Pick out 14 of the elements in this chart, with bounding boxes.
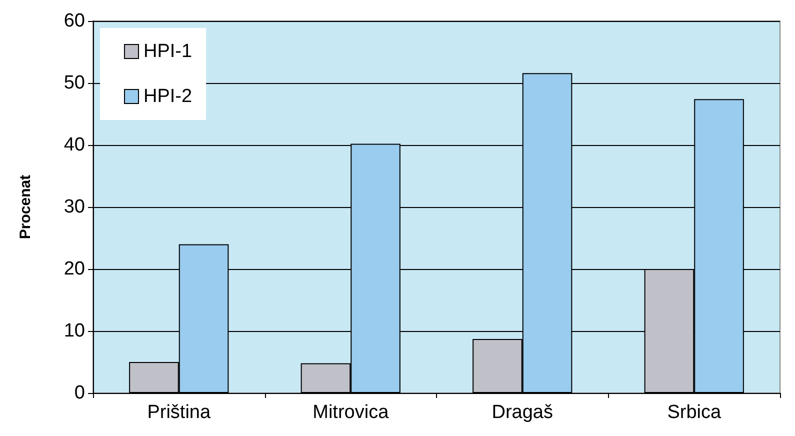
- y-tick-label: 0: [74, 382, 85, 404]
- y-tick-label: 20: [64, 258, 85, 280]
- y-tick-label: 60: [64, 10, 85, 32]
- x-tick-label: Priština: [147, 402, 211, 423]
- x-tick-label: Mitrovica: [312, 402, 390, 423]
- y-tick-label: 50: [64, 72, 85, 94]
- x-tick-label: Srbica: [667, 402, 722, 423]
- y-axis-title: Procenat: [17, 174, 34, 240]
- legend-label: HPI-1: [144, 41, 192, 62]
- y-tick-label: 30: [64, 196, 85, 218]
- x-tick-label: Dragaš: [492, 402, 553, 423]
- y-tick-label: 40: [64, 134, 85, 156]
- y-tick-label: 10: [64, 320, 85, 342]
- legend-label: HPI-2: [144, 86, 192, 107]
